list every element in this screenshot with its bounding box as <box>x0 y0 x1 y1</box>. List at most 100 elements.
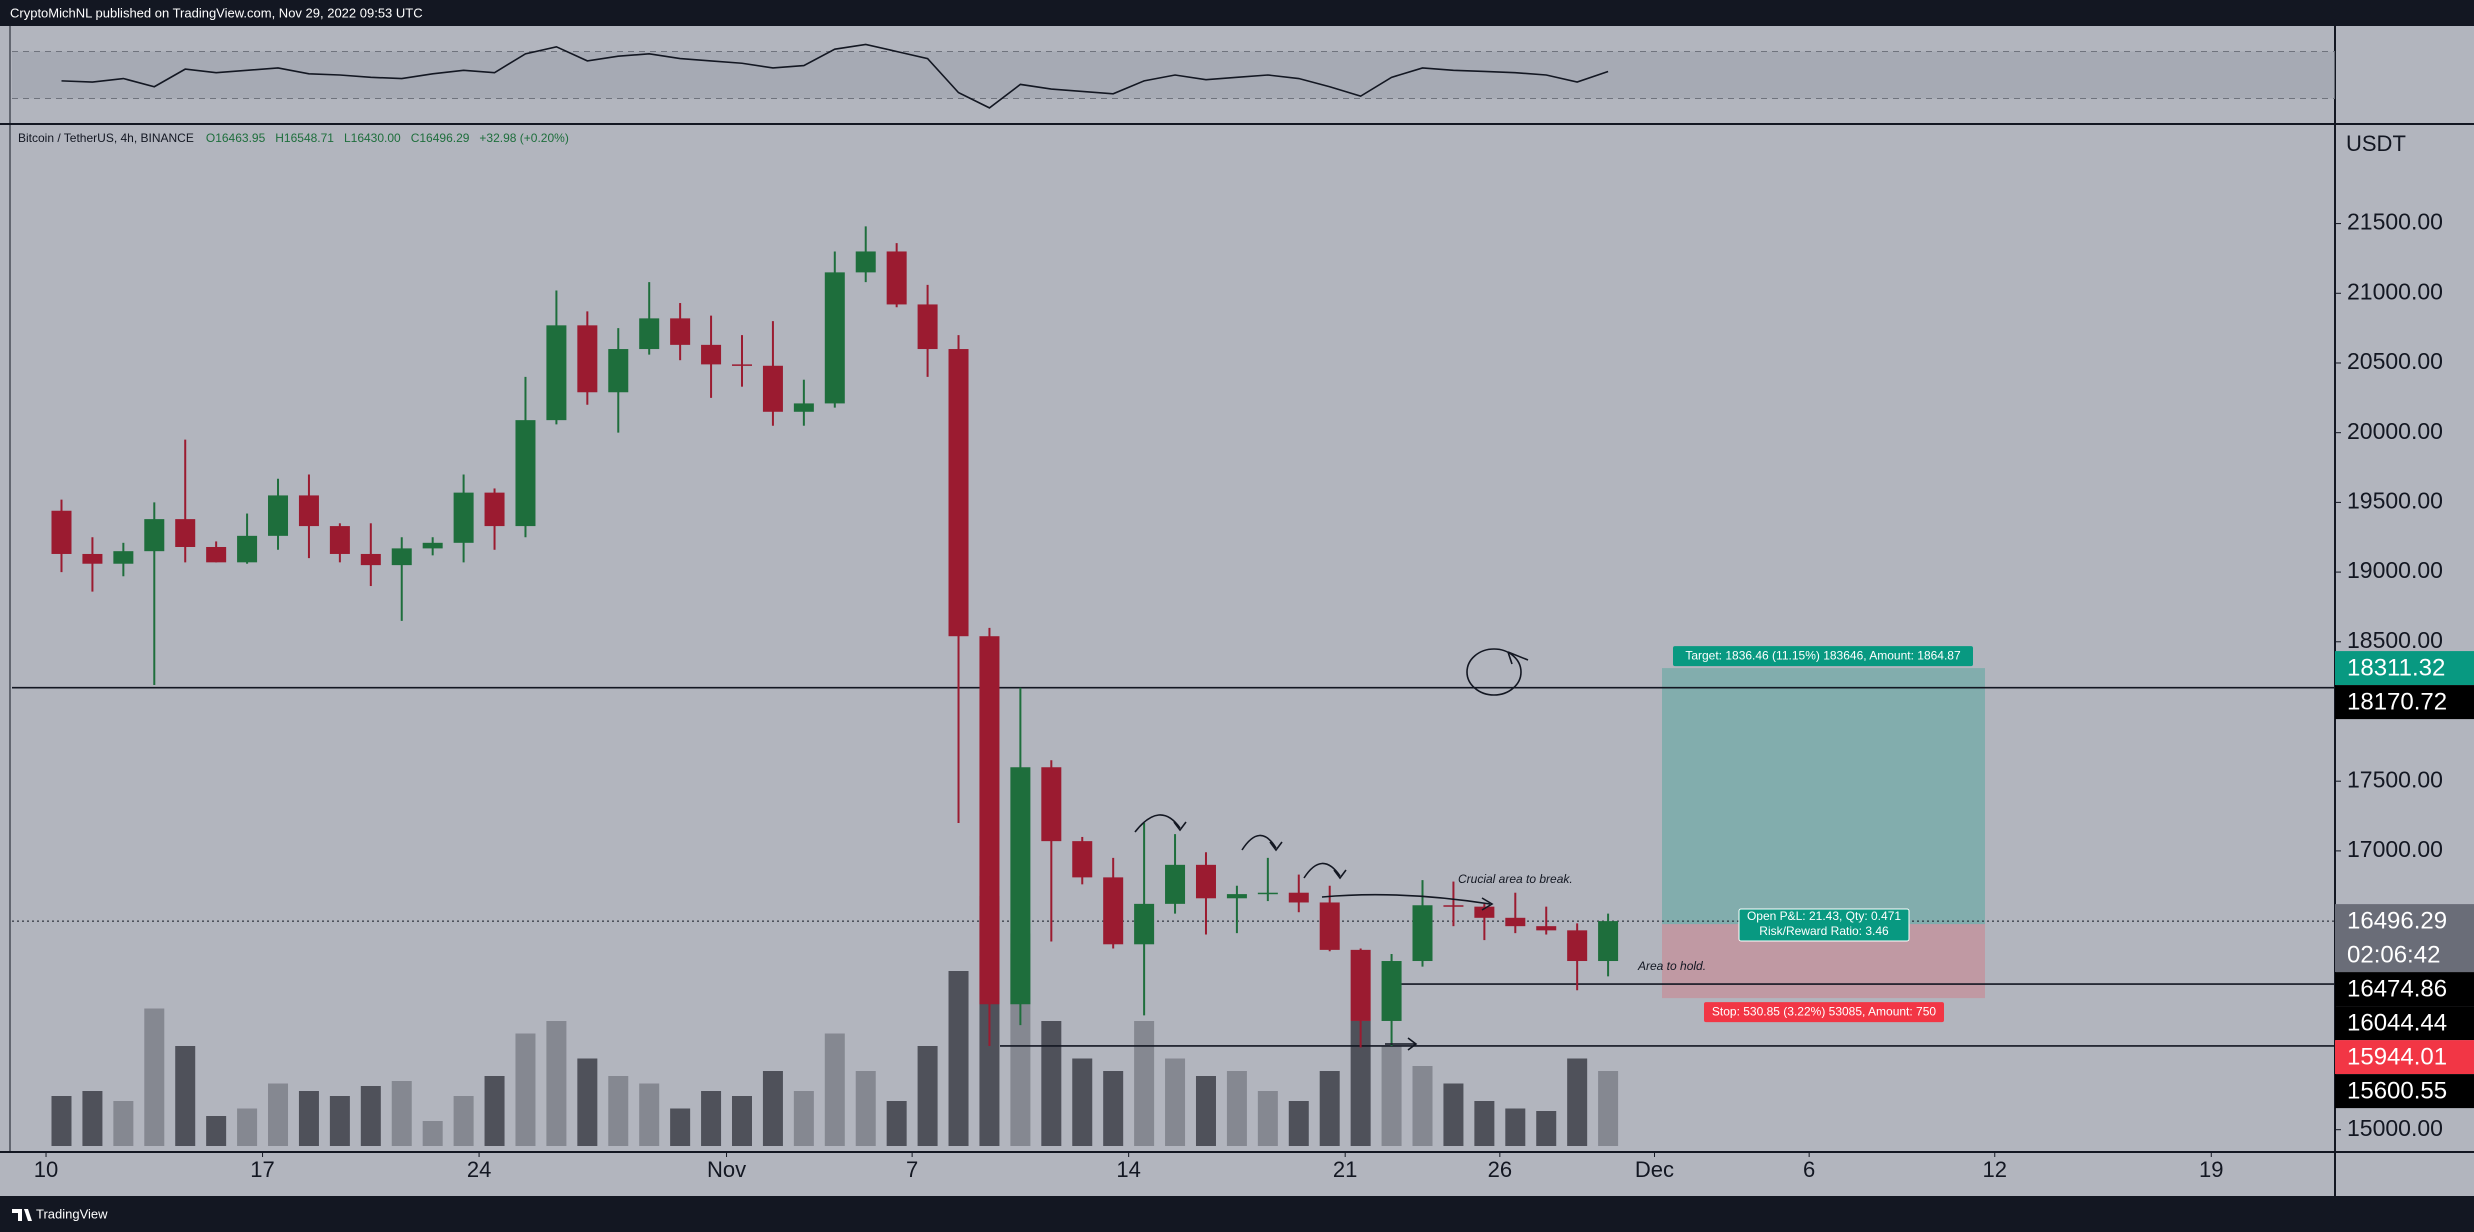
candle-body <box>1103 877 1124 945</box>
target-zone <box>1662 668 1985 925</box>
x-tick-label: 26 <box>1488 1157 1512 1182</box>
stop-label: Stop: 530.85 (3.22%) 53085, Amount: 750 <box>1712 1004 1936 1018</box>
y-tick-label: 20500.00 <box>2347 348 2443 374</box>
rsi-line <box>61 43 1609 109</box>
volume-bar <box>1412 1066 1433 1146</box>
target-label-box <box>1673 646 1973 667</box>
candle-body <box>298 495 319 527</box>
candle-body <box>1505 917 1526 927</box>
candle-body <box>237 535 258 563</box>
volume-bar <box>1103 1071 1124 1146</box>
candle-body <box>762 365 783 412</box>
volume-bar <box>1350 1021 1371 1146</box>
x-tick-label: Dec <box>1635 1157 1674 1182</box>
candle-body <box>1165 864 1186 904</box>
candle-body <box>824 272 845 404</box>
arrow-head <box>1173 821 1187 832</box>
price-tag <box>2335 651 2474 686</box>
candle-body <box>1567 930 1588 962</box>
candle-body <box>1072 841 1093 878</box>
legend-close: C16496.29 <box>411 131 470 145</box>
x-tick-label: Nov <box>707 1157 746 1182</box>
volume-bar <box>1288 1101 1309 1146</box>
volume-bar <box>1226 1071 1247 1146</box>
x-tick-label: 10 <box>34 1157 58 1182</box>
volume-bar <box>1474 1101 1495 1146</box>
volume-bar <box>515 1033 536 1146</box>
candle-body <box>1010 767 1031 1005</box>
candle-body <box>701 344 722 365</box>
volume-bar <box>1134 1021 1155 1146</box>
plot-layer <box>12 43 2335 1146</box>
volume-bar <box>422 1121 443 1146</box>
y-tick-label: 21500.00 <box>2347 209 2443 235</box>
volume-bar <box>701 1091 722 1146</box>
x-tick-label: 14 <box>1116 1157 1140 1182</box>
arrow-head <box>1481 897 1494 911</box>
countdown: 02:06:42 <box>2347 941 2440 968</box>
candle-body <box>577 325 598 393</box>
volume-bar <box>1072 1058 1093 1146</box>
volume-bar <box>793 1091 814 1146</box>
arc-drawing <box>1303 862 1341 879</box>
candle-body <box>1350 949 1371 1021</box>
candle-body <box>422 542 443 549</box>
chart-background <box>0 26 2474 1196</box>
candle-body <box>917 304 938 350</box>
stop-label-box <box>1704 1002 1944 1023</box>
candle-body <box>391 548 412 566</box>
candle-body <box>51 510 72 554</box>
ratio-label: Risk/Reward Ratio: 3.46 <box>1759 924 1889 938</box>
x-tick-label: 6 <box>1803 1157 1815 1182</box>
arc-drawing <box>1134 814 1181 833</box>
price-tag-label: 18170.72 <box>2347 688 2447 715</box>
price-tag <box>2335 685 2474 720</box>
volume-bar <box>175 1046 196 1146</box>
volume-bar <box>1536 1111 1557 1146</box>
y-tick-label: 17500.00 <box>2347 766 2443 792</box>
volume-bar <box>1505 1108 1526 1146</box>
legend-open: O16463.95 <box>206 131 266 145</box>
candle-body <box>1288 892 1309 903</box>
candle-body <box>793 403 814 412</box>
x-tick-label: 19 <box>2199 1157 2223 1182</box>
price-tag <box>2335 1040 2474 1075</box>
volume-bar <box>608 1076 629 1146</box>
price-tag-label: 15600.55 <box>2347 1077 2447 1104</box>
price-tag-label: 15944.01 <box>2347 1043 2447 1070</box>
legend-change: +32.98 (+0.20%) <box>479 131 568 145</box>
candle-body <box>948 349 969 637</box>
price-tag-label: 16044.44 <box>2347 1009 2447 1036</box>
header-title: CryptoMichNL published on TradingView.co… <box>10 5 423 20</box>
volume-bar <box>360 1086 381 1146</box>
annotation: Area to hold. <box>1637 959 1706 973</box>
target-label: Target: 1836.46 (11.15%) 183646, Amount:… <box>1685 648 1961 662</box>
arrow-head <box>1333 869 1347 880</box>
candle-body <box>1412 905 1433 962</box>
volume-bar <box>1257 1091 1278 1146</box>
x-tick-label: 7 <box>906 1157 918 1182</box>
price-tag <box>2335 1006 2474 1041</box>
candle-body <box>979 636 1000 1005</box>
y-tick-label: 19500.00 <box>2347 487 2443 513</box>
volume-bar <box>1165 1058 1186 1146</box>
volume-bar <box>1195 1076 1216 1146</box>
arrow-head <box>1269 841 1283 852</box>
candle-body <box>855 251 876 273</box>
volume-bar <box>51 1096 72 1146</box>
circle-drawing <box>1466 648 1522 696</box>
volume-bar <box>824 1033 845 1146</box>
volume-bar <box>329 1096 350 1146</box>
volume-bar <box>237 1108 258 1146</box>
arrow-head <box>1507 651 1529 665</box>
volume-bar <box>1319 1071 1340 1146</box>
volume-bar <box>1567 1058 1588 1146</box>
candle-body <box>484 492 505 527</box>
volume-bar <box>577 1058 598 1146</box>
price-tag-label: 18311.32 <box>2347 654 2445 681</box>
price-tag-label: 16496.29 <box>2347 907 2447 934</box>
volume-bar <box>917 1046 938 1146</box>
candle-body <box>731 364 752 366</box>
candle-body <box>1257 892 1278 895</box>
y-tick-label: 17000.00 <box>2347 836 2443 862</box>
